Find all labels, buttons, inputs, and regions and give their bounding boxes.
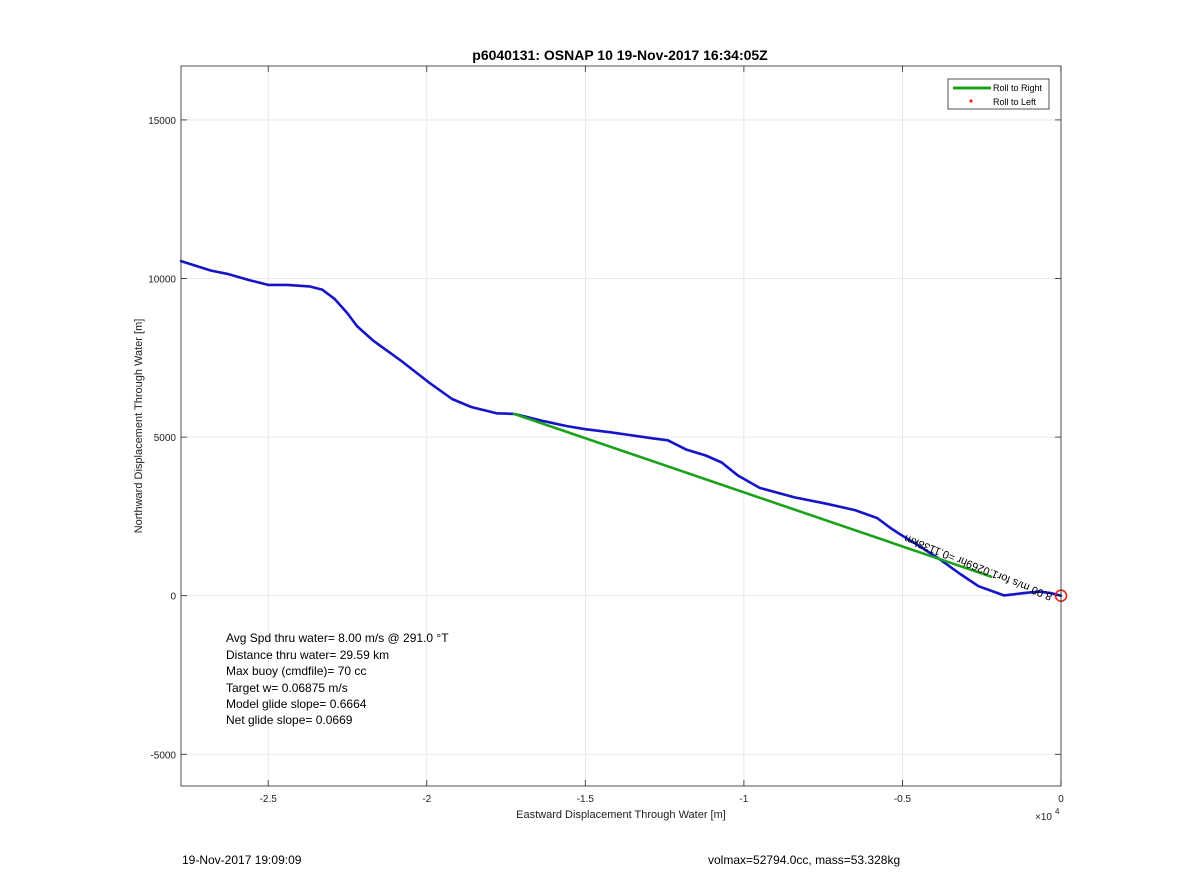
stats-box: Avg Spd thru water= 8.00 m/s @ 291.0 °T …: [226, 631, 449, 727]
x-tick-label: -2.5: [260, 794, 278, 805]
stat-net-glide-slope: Net glide slope= 0.0669: [226, 713, 353, 727]
stat-avg-speed: Avg Spd thru water= 8.00 m/s @ 291.0 °T: [226, 631, 449, 645]
stat-model-glide-slope: Model glide slope= 0.6664: [226, 697, 367, 711]
y-tick-label: 15000: [148, 116, 176, 127]
x-multiplier: ×10 4: [1035, 807, 1060, 823]
x-tick-label: -1.5: [577, 794, 595, 805]
legend-label-roll-right: Roll to Right: [993, 83, 1043, 93]
y-tick-label: -5000: [150, 750, 176, 761]
y-tick-label: 0: [170, 592, 176, 603]
legend-dot-roll-left: [969, 99, 973, 103]
y-tick-label: 10000: [148, 275, 176, 286]
roll-right-line: [512, 412, 993, 579]
x-multiplier-exponent: 4: [1055, 807, 1060, 816]
stat-target-w: Target w= 0.06875 m/s: [226, 681, 348, 695]
footer-timestamp: 19-Nov-2017 19:09:09: [182, 853, 302, 867]
plot-area: [181, 66, 1061, 786]
plot-frame: [180, 65, 1062, 787]
stat-max-buoy: Max buoy (cmdfile)= 70 cc: [226, 664, 366, 678]
x-tick-label: -2: [422, 794, 431, 805]
chart-title: p6040131: OSNAP 10 19-Nov-2017 16:34:05Z: [472, 47, 768, 63]
track-line: [179, 259, 1063, 598]
legend: Roll to Right Roll to Left: [947, 78, 1050, 110]
legend-label-roll-left: Roll to Left: [993, 97, 1037, 107]
legend-box: [947, 78, 1050, 110]
tick-labels: -2.5 -2 -1.5 -1 -0.5 0 -5000 0 5000 10000 15000: [148, 66, 1064, 805]
x-tick-label: -0.5: [894, 794, 912, 805]
x-tick-label: 0: [1058, 794, 1064, 805]
x-multiplier-base: ×10: [1035, 812, 1052, 823]
x-tick-label: -1: [739, 794, 748, 805]
y-axis-label: Northward Displacement Through Water [m]: [133, 319, 145, 534]
footer-volmax-mass: volmax=52794.0cc, mass=53.328kg: [708, 853, 901, 867]
y-tick-label: 5000: [154, 433, 177, 444]
x-axis-label: Eastward Displacement Through Water [m]: [516, 809, 726, 821]
stat-distance: Distance thru water= 29.59 km: [226, 648, 389, 662]
